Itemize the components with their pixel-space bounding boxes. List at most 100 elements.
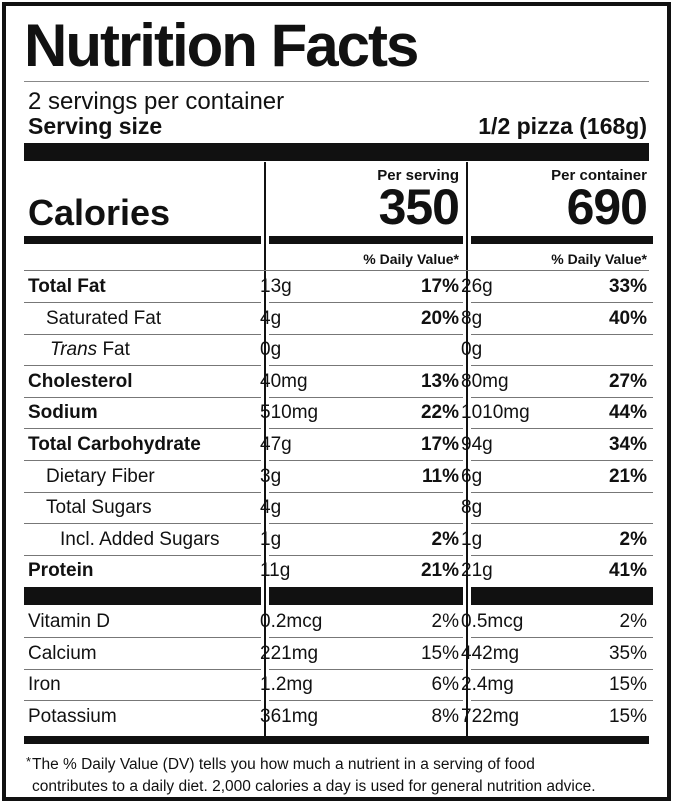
vitamin-row: Vitamin D 0.2mcg 2% 0.5mcg 2% [24, 607, 653, 638]
container-daily-value: 44% [608, 402, 647, 424]
serving-amount: 47g [260, 434, 292, 455]
row-divider [269, 302, 463, 303]
container-amount: 442mg [461, 642, 520, 664]
row-divider [24, 302, 261, 303]
serving-size-value: 1/2 pizza (168g) [478, 113, 647, 139]
nutrient-name-rest: Fat [97, 339, 130, 361]
container-amount: 80mg [461, 370, 509, 392]
serving-amount: 0.2mcg [260, 611, 323, 632]
footnote-rule [24, 736, 649, 744]
container-amount: 8g [461, 497, 483, 519]
container-daily-value: 33% [608, 276, 647, 297]
nutrient-name: Cholesterol [28, 370, 133, 392]
container-amount: 2.4mg [461, 674, 514, 696]
container-amount: 1g [461, 528, 483, 550]
nutrient-row: Trans Fat 0g 0g [24, 335, 653, 367]
row-divider [471, 700, 653, 702]
serving-amount: 40mg [260, 370, 308, 392]
per-serving-heading: Per serving [377, 167, 459, 184]
nutrient-row: Total Fat 13g 17% 26g 33% [24, 272, 653, 303]
calories-per-serving: 350 [378, 179, 460, 235]
calories-rule-right [471, 236, 653, 244]
serving-amount: 361mg [260, 705, 319, 727]
footnote-line-1: The % Daily Value (DV) tells you how muc… [32, 756, 535, 773]
dv-heading-container: % Daily Value* [551, 251, 647, 267]
row-divider [24, 428, 261, 430]
nutrient-row: Total Sugars 4g 8g [24, 493, 653, 525]
container-amount: 0.5mcg [461, 611, 524, 632]
container-daily-value: 15% [608, 705, 647, 727]
protein-thick-rule-right [471, 587, 653, 605]
container-amount: 26g [461, 276, 493, 297]
serving-daily-value: 17% [420, 434, 459, 455]
nutrient-row: Sodium 510mg 22% 1010mg 44% [24, 398, 653, 430]
row-divider [471, 396, 653, 398]
row-divider [24, 554, 261, 556]
footnote-line-2: contributes to a daily diet. 2,000 calor… [32, 778, 596, 795]
calories-label: Calories [28, 192, 171, 233]
serving-daily-value: 21% [420, 560, 459, 582]
row-divider [269, 460, 463, 461]
row-divider [24, 333, 261, 335]
row-divider [269, 700, 463, 702]
container-amount: 21g [461, 560, 493, 582]
nutrient-row: Saturated Fat 4g 20% 8g 40% [24, 304, 653, 335]
row-divider [471, 637, 653, 638]
serving-daily-value: 2% [431, 528, 459, 550]
container-daily-value: 34% [608, 434, 647, 455]
row-divider [471, 491, 653, 493]
serving-amount: 0g [260, 339, 282, 361]
nutrient-name: Total Sugars [46, 497, 152, 519]
row-divider [24, 396, 261, 398]
container-amount: 94g [461, 434, 493, 455]
row-divider [471, 365, 653, 367]
container-daily-value: 41% [608, 560, 647, 582]
nutrient-row: Dietary Fiber 3g 11% 6g 21% [24, 462, 653, 493]
row-divider [24, 491, 261, 493]
row-divider [471, 302, 653, 303]
container-amount: 6g [461, 465, 483, 487]
nutrient-name: Incl. Added Sugars [60, 528, 220, 550]
column-divider-serving [264, 162, 266, 736]
row-divider [471, 523, 653, 525]
serving-thick-rule [24, 143, 649, 161]
serving-daily-value: 8% [431, 705, 459, 727]
serving-amount: 1.2mg [260, 674, 313, 696]
container-daily-value: 2% [619, 611, 647, 632]
vitamin-row: Iron 1.2mg 6% 2.4mg 15% [24, 670, 653, 702]
serving-amount: 11g [260, 560, 291, 582]
row-divider [24, 700, 261, 702]
protein-thick-rule-mid [269, 587, 463, 605]
calories-rule-left [24, 236, 261, 244]
row-divider [24, 637, 261, 638]
container-amount: 1010mg [461, 402, 530, 424]
container-daily-value: 15% [608, 674, 647, 696]
nutrient-name: Total Carbohydrate [28, 434, 201, 455]
nutrient-row: Total Carbohydrate 47g 17% 94g 34% [24, 430, 653, 461]
serving-amount: 4g [260, 497, 282, 519]
container-daily-value: 35% [608, 642, 647, 664]
container-daily-value: 2% [619, 528, 647, 550]
nutrient-row: Incl. Added Sugars 1g 2% 1g 2% [24, 525, 653, 556]
row-divider [471, 428, 653, 430]
container-daily-value: 27% [608, 370, 647, 392]
row-divider [471, 554, 653, 556]
serving-amount: 4g [260, 307, 282, 329]
nutrient-row: Protein 11g 21% 21g 41% [24, 556, 649, 587]
footnote: * The % Daily Value (DV) tells you how m… [26, 754, 672, 798]
serving-amount: 3g [260, 465, 282, 487]
container-daily-value: 21% [608, 465, 647, 487]
row-divider [269, 396, 463, 398]
nutrient-name: Calcium [28, 642, 97, 664]
footnote-star: * [26, 754, 32, 769]
container-amount: 722mg [461, 705, 520, 727]
row-divider [269, 637, 463, 638]
row-divider [269, 428, 463, 430]
serving-daily-value: 2% [431, 611, 459, 632]
serving-amount: 221mg [260, 642, 319, 664]
row-divider [471, 668, 653, 670]
calories-per-container: 690 [566, 179, 648, 235]
nutrient-name-italic: Trans [50, 339, 98, 361]
nutrient-name: Trans Fat [50, 335, 130, 365]
